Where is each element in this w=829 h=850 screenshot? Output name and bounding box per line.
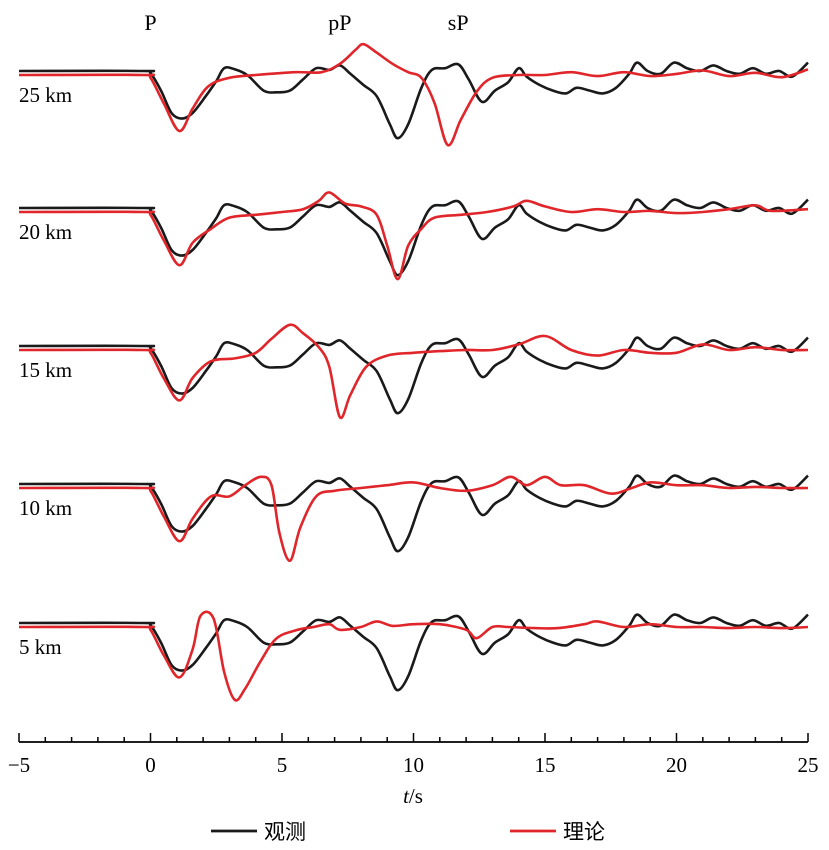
synthetic-waveform-10km: [18, 475, 809, 563]
synthetic-waveform-25km: [18, 42, 809, 147]
x-tick-label: 0: [145, 753, 156, 777]
x-axis-label: t/s: [403, 784, 423, 808]
x-tick-label: 15: [535, 753, 556, 777]
depth-label-25km: 25 km: [19, 83, 72, 107]
observed-waveform-5km: [18, 613, 809, 692]
trace-group-10km: 10 km: [18, 474, 809, 563]
legend: 观测 理论: [211, 820, 605, 844]
synthetic-waveform-15km: [18, 323, 809, 420]
phase-label-P: P: [144, 10, 156, 35]
x-tick-label: 5: [277, 753, 288, 777]
trace-group-15km: 15 km: [18, 323, 809, 420]
x-tick-label: −5: [8, 753, 30, 777]
x-axis-label-symbol: t: [403, 784, 410, 808]
depth-label-10km: 10 km: [19, 496, 72, 520]
depth-label-15km: 15 km: [19, 358, 72, 382]
trace-area: 25 km 20 km 15 km 10 km 5 km: [18, 42, 809, 702]
x-tick-label: 25: [798, 753, 819, 777]
phase-label-sP: sP: [448, 10, 469, 35]
trace-group-5km: 5 km: [18, 610, 809, 702]
observed-waveform-15km: [18, 336, 809, 415]
synthetic-waveform-5km: [18, 610, 809, 702]
observed-waveform-25km: [18, 61, 809, 140]
x-axis-label-unit: /s: [409, 784, 423, 808]
legend-label-0: 观测: [264, 820, 306, 844]
depth-label-5km: 5 km: [19, 635, 62, 659]
synthetic-waveform-20km: [18, 191, 809, 281]
x-tick-label: 10: [403, 753, 424, 777]
trace-group-20km: 20 km: [18, 191, 809, 281]
depth-label-20km: 20 km: [19, 220, 72, 244]
legend-label-1: 理论: [563, 820, 605, 844]
x-tick-label: 20: [666, 753, 687, 777]
phase-label-pP: pP: [328, 10, 351, 35]
observed-waveform-20km: [18, 198, 809, 277]
trace-group-25km: 25 km: [18, 42, 809, 147]
observed-waveform-10km: [18, 474, 809, 553]
x-axis: −5 0 5 10 15 20 25: [8, 733, 819, 777]
